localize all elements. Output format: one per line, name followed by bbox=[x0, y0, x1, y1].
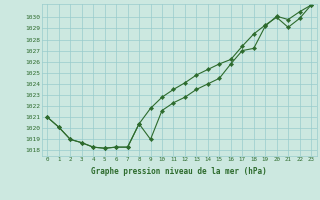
X-axis label: Graphe pression niveau de la mer (hPa): Graphe pression niveau de la mer (hPa) bbox=[91, 167, 267, 176]
